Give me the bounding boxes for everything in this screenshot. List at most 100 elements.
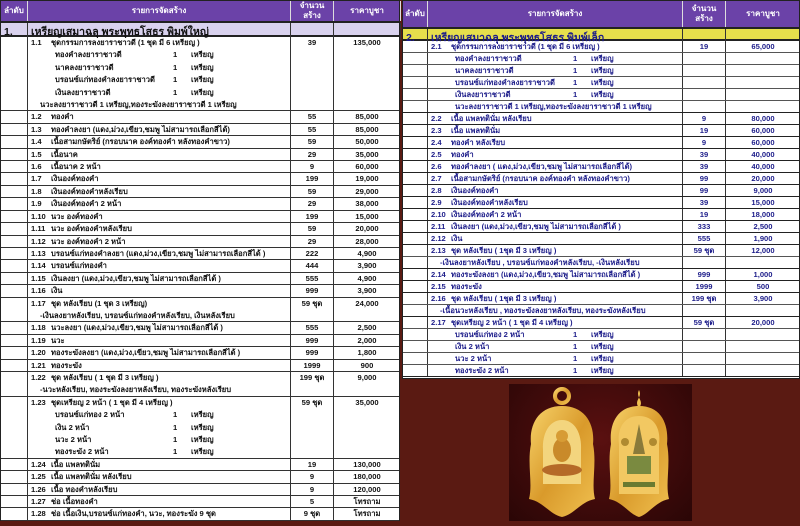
- sub-item-unit: เหรียญ: [191, 75, 214, 85]
- item-cell: -เนื้อนวะหลังเรียบ , ทองระฆังลงยาหลังเรี…: [428, 305, 683, 316]
- price-cell: 2,000: [334, 335, 399, 346]
- table-row: เงิน 2 หน้า 1 เหรียญ: [403, 341, 799, 353]
- qty-cell: [291, 86, 334, 100]
- price-cell: [334, 87, 399, 99]
- table-row: 1.2 ทองคำ 55 85,000: [1, 111, 399, 124]
- price-cell: 900: [334, 360, 399, 371]
- price-cell: 18,000: [726, 209, 799, 220]
- qty-cell: [683, 341, 726, 352]
- table-body: 1.1 ชุดกรรมการลงยาราชาวดี (1 ชุด มี 6 เหร…: [1, 37, 399, 521]
- table-row: 2.8 เงินองค์ทองคำ 99 9,000: [403, 185, 799, 197]
- amulet-photo: [509, 384, 692, 521]
- item-cell: ทองระฆัง 2 หน้า 1 เหรียญ: [428, 365, 683, 376]
- item-code: 2.5: [431, 150, 442, 159]
- item-code: 2.13: [431, 246, 446, 255]
- sub-item-unit: เหรียญ: [191, 410, 214, 420]
- qty-cell: 1999: [291, 359, 334, 371]
- group-title: เหรียญเสมาฉลุ พระพุทธโสธร พิมพ์ใหญ่: [28, 23, 291, 40]
- price-cell: 4,900: [334, 248, 399, 259]
- item-name: เนื้อ แพลทตินั่ม: [51, 459, 101, 469]
- item-name: ทองคำลงยา (แดง,ม่วง,เขียว,ชมพู ไม่สามารถ…: [51, 124, 230, 134]
- price-cell: [726, 305, 799, 316]
- no-cell: [1, 384, 28, 396]
- sub-item-name: เงินลงยาราชาวดี: [55, 87, 111, 97]
- price-cell: 135,000: [334, 37, 399, 49]
- table-row: 1.17 ชุด หลังเรียบ (1 ชุด 3 เหรียญ) 59 ชุด…: [1, 297, 399, 310]
- sub-item-unit: เหรียญ: [591, 90, 614, 99]
- item-code: 1.2: [31, 112, 42, 122]
- no-cell: [1, 483, 28, 495]
- table-row: 1.20 ทองระฆังลงยา (แดง,ม่วง,เขียว,ชมพู ไม…: [1, 347, 399, 360]
- item-name: ชุดเหรียญ 2 หน้า ( 1 ชุด มี 4 เหรียญ ): [451, 318, 573, 327]
- price-cell: 20,000: [726, 317, 799, 328]
- item-cell: 1.25 เนื้อ แพลทตินั่ม หลังเรียบ: [28, 471, 291, 483]
- item-name: ทองคำ: [451, 150, 474, 159]
- sub-item-count: 1: [173, 50, 178, 60]
- header-no: ลำดับ: [403, 1, 428, 27]
- no-cell: [1, 148, 28, 161]
- table-row: 1.16 เงิน 999 3,900: [1, 285, 399, 298]
- sub-item-name: ทองระฆัง 2 หน้า: [55, 447, 109, 457]
- table-row: เงินลงยาราชาวดี 1 เหรียญ: [1, 86, 399, 100]
- table-row: 2.6 ทองคำลงยา ( แดง,ม่วง,เขียว,ชมพู ไม่สา…: [403, 161, 799, 173]
- qty-cell: 19: [683, 125, 726, 136]
- item-code: 1.5: [31, 149, 42, 159]
- item-code: 1.14: [31, 261, 46, 271]
- item-name: ทองระฆังลงยา (แดง,ม่วง,เขียว,ชมพู ไม่สาม…: [51, 348, 241, 358]
- no-cell: [403, 341, 428, 352]
- qty-cell: [683, 53, 726, 64]
- no-cell: [1, 371, 28, 385]
- item-cell: 2.13 ชุด หลังเรียบ ( 1ชุด มี 3 เหรียญ ): [428, 245, 683, 256]
- item-name: เงินองค์ทองคำ: [51, 174, 99, 184]
- item-name: เนื้อนาค 2 หน้า: [51, 162, 101, 172]
- sub-item-unit: เหรียญ: [191, 50, 214, 60]
- item-cell: 1.7 เงินองค์ทองคำ: [28, 173, 291, 185]
- no-cell: [403, 101, 428, 112]
- item-name: เนื้อ แพลทตินั่ม หลังเรียบ: [451, 114, 532, 123]
- item-name: นวะ องค์ทองคำ: [51, 211, 103, 221]
- sub-item-name: นาคลงยาราชาวดี: [455, 66, 514, 75]
- item-code: 1.26: [31, 484, 46, 494]
- sub-item-count: 1: [573, 78, 578, 87]
- no-cell: [403, 173, 428, 184]
- table-row: ทองคำลงยาราชาวดี 1 เหรียญ: [403, 53, 799, 65]
- qty-cell: [291, 61, 334, 75]
- qty-cell: [291, 421, 334, 434]
- no-cell: [1, 359, 28, 371]
- item-cell: เงิน 2 หน้า 1 เหรียญ: [428, 341, 683, 352]
- no-cell: [403, 353, 428, 364]
- item-cell: เงินลงยาราชาวดี 1 เหรียญ: [428, 89, 683, 100]
- sub-item-count: 1: [573, 330, 578, 339]
- item-cell: 1.26 เนื้อ ทองคำหลังเรียบ: [28, 483, 291, 495]
- price-cell: 65,000: [726, 41, 799, 52]
- price-cell: 20,000: [726, 173, 799, 184]
- price-cell: [726, 353, 799, 364]
- item-cell: 2.17 ชุดเหรียญ 2 หน้า ( 1 ชุด มี 4 เหรียญ…: [428, 317, 683, 328]
- no-cell: [1, 198, 28, 210]
- table-row: 2.3 เนื้อ แพลทตินั่ม 19 60,000: [403, 125, 799, 137]
- item-cell: 2.6 ทองคำลงยา ( แดง,ม่วง,เขียว,ชมพู ไม่สา…: [428, 161, 683, 172]
- item-cell: บรอนซ์แก่ทอง 2 หน้า 1 เหรียญ: [428, 329, 683, 340]
- header-qty: จำนวนสร้าง: [683, 1, 726, 27]
- sub-item-name: ทองคำลงยาราชาวดี: [455, 54, 522, 63]
- sub-item-unit: เหรียญ: [591, 330, 614, 339]
- price-cell: 28,000: [334, 236, 399, 247]
- item-cell: 1.1 ชุดกรรมการลงยาราชาวดี (1 ชุด มี 6 เหร…: [28, 37, 291, 50]
- item-name: เงินองค์ทองคำหลังเรียบ: [51, 186, 128, 196]
- table-row: นวะ 2 หน้า 1 เหรียญ: [403, 353, 799, 365]
- table-row: นวะลงยาราชาวดี 1 เหรียญ,ทองระฆังลงยาราชา…: [403, 101, 799, 113]
- item-code: 1.17: [31, 298, 46, 308]
- sub-item-count: 1: [173, 87, 178, 97]
- item-code: 1.20: [31, 348, 46, 358]
- table-row: 1.21 ทองระฆัง 1999 900: [1, 359, 399, 372]
- table-row: -เนื้อนวะหลังเรียบ , ทองระฆังลงยาหลังเรี…: [403, 305, 799, 317]
- item-name: เนื้อสามกษัตริย์ (กรอบนาค องค์ทองคำ หลัง…: [451, 174, 630, 183]
- table-row: 1.27 ช่อ เนื้อทองคำ 5 โทรถาม: [1, 496, 399, 509]
- sub-item-unit: เหรียญ: [591, 66, 614, 75]
- item-name: เงินองค์ทองคำ 2 หน้า: [51, 199, 122, 209]
- table-header: ลำดับ รายการจัดสร้าง จำนวนสร้าง ราคาบูชา: [1, 1, 401, 23]
- no-cell: [1, 173, 28, 185]
- table-row: ทองระฆัง 2 หน้า 1 เหรียญ: [1, 446, 399, 459]
- qty-cell: [291, 409, 334, 422]
- price-cell: 40,000: [726, 161, 799, 172]
